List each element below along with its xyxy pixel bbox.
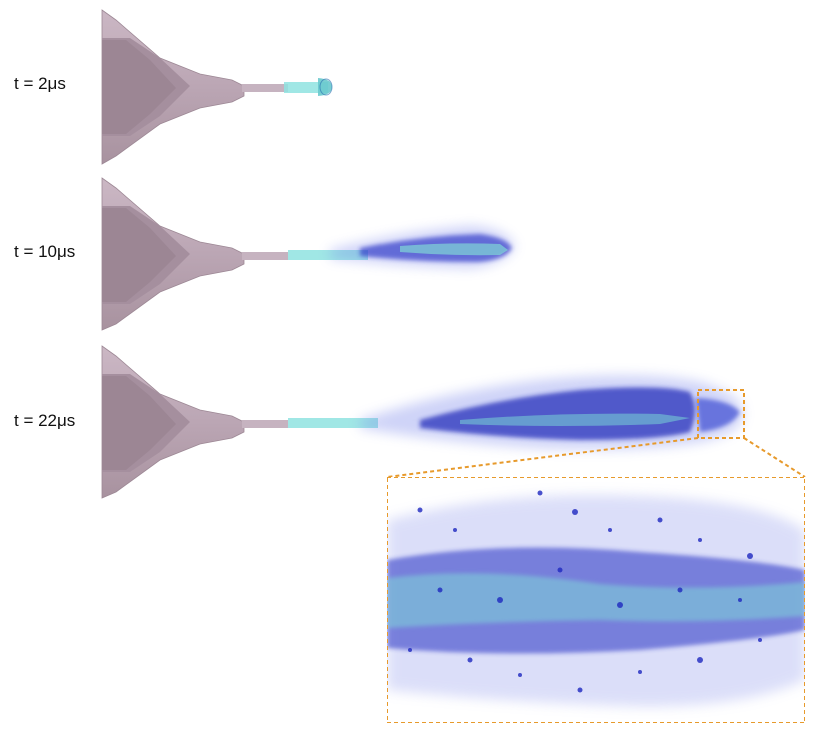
zoom-connector-right xyxy=(743,437,806,478)
nozzle-frame-2 xyxy=(101,177,368,331)
time-label-10us: t = 10μs xyxy=(14,242,76,261)
nozzle-frame-3 xyxy=(101,345,378,499)
time-label-22us: t = 22μs xyxy=(14,411,76,430)
nozzle-frame-1 xyxy=(101,9,333,165)
time-label-2us: t = 2μs xyxy=(14,74,66,93)
zoom-indicator xyxy=(386,389,806,478)
zoom-connector-left xyxy=(386,437,699,478)
zoom-droplets xyxy=(408,490,762,693)
zoom-source-box xyxy=(697,389,745,439)
zoom-panel xyxy=(387,477,805,723)
spray-plume-frame-3 xyxy=(360,375,743,450)
spray-plume-frame-2 xyxy=(330,226,515,268)
